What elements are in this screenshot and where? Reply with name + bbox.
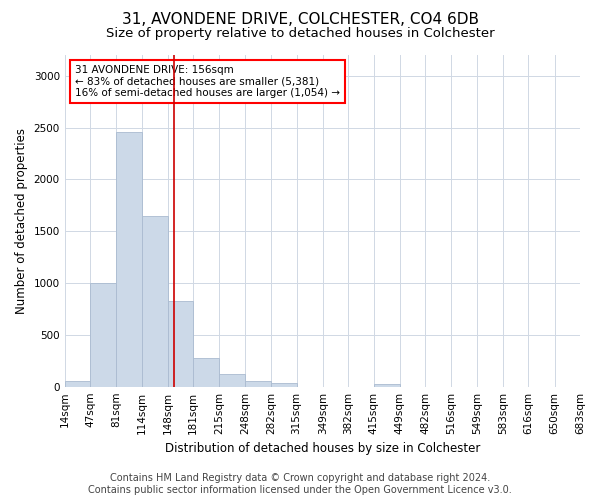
Bar (374, 384, 400, 386)
X-axis label: Distribution of detached houses by size in Colchester: Distribution of detached houses by size … (164, 442, 480, 455)
Y-axis label: Number of detached properties: Number of detached properties (15, 128, 28, 314)
Bar (193, 358, 220, 386)
Bar (65, 381, 90, 386)
Bar (90, 283, 116, 387)
Bar (116, 132, 142, 386)
Bar (271, 382, 296, 386)
Text: Contains HM Land Registry data © Crown copyright and database right 2024.
Contai: Contains HM Land Registry data © Crown c… (88, 474, 512, 495)
Bar (245, 381, 271, 386)
Bar (142, 216, 168, 386)
Text: 31, AVONDENE DRIVE, COLCHESTER, CO4 6DB: 31, AVONDENE DRIVE, COLCHESTER, CO4 6DB (121, 12, 479, 28)
Text: Size of property relative to detached houses in Colchester: Size of property relative to detached ho… (106, 28, 494, 40)
Text: 31 AVONDENE DRIVE: 156sqm
← 83% of detached houses are smaller (5,381)
16% of se: 31 AVONDENE DRIVE: 156sqm ← 83% of detac… (75, 65, 340, 98)
Bar (220, 374, 245, 386)
Bar (168, 300, 193, 386)
